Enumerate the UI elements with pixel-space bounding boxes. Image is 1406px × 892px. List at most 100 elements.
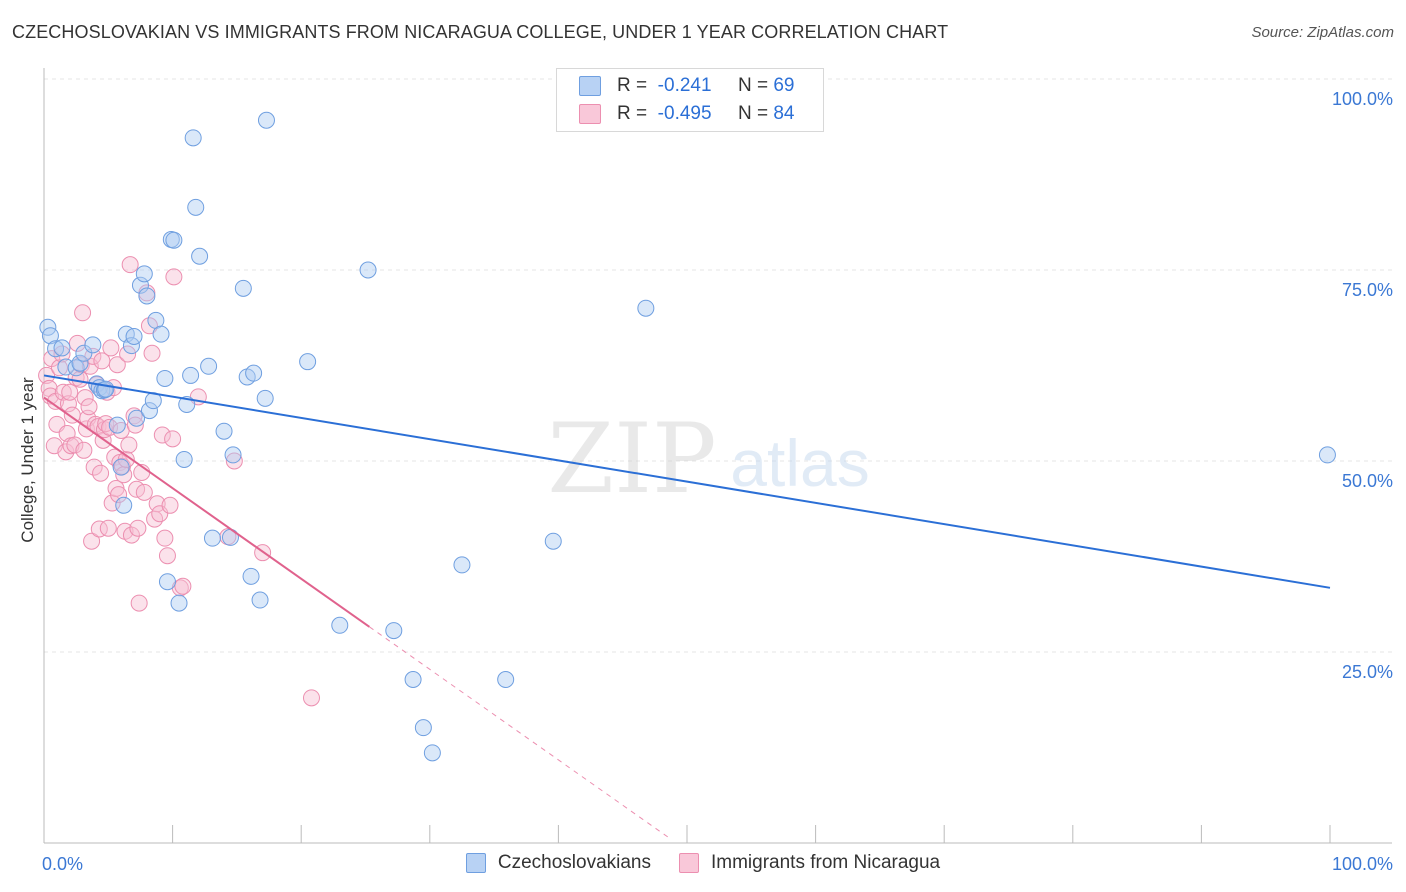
- czechoslovakian-point: [115, 496, 133, 514]
- nicaragua-trend-extension: [369, 626, 668, 838]
- legend-r-label: R =: [617, 75, 648, 96]
- nicaragua-point: [74, 304, 92, 322]
- czechoslovakian-point: [404, 671, 422, 689]
- legend-n-label: N =: [737, 103, 769, 124]
- nicaragua-point: [156, 529, 174, 547]
- legend-swatch-blue: [465, 853, 486, 873]
- nicaragua-point: [135, 483, 153, 501]
- nicaragua-point: [158, 547, 176, 565]
- czechoslovakian-point: [234, 279, 252, 297]
- legend-r-label: R =: [617, 103, 648, 124]
- czechoslovakian-point: [112, 458, 130, 476]
- nicaragua-point: [302, 689, 320, 707]
- czechoslovakian-point: [453, 556, 471, 574]
- czechoslovakian-point: [128, 409, 146, 427]
- nicaragua-point: [92, 464, 110, 482]
- czechoslovakian-point: [108, 416, 126, 434]
- legend-swatch-pink: [679, 853, 699, 873]
- czechoslovakian-point: [203, 529, 221, 547]
- watermark-atlas: atlas: [730, 426, 869, 500]
- czechoslovakian-point: [224, 446, 242, 464]
- legend-r-value: -0.495: [657, 103, 712, 124]
- czechoslovakian-point: [637, 299, 655, 317]
- czechoslovakian-point: [257, 111, 275, 129]
- nicaragua-point: [85, 458, 103, 476]
- czechoslovakian-point: [331, 616, 349, 634]
- czechoslovakian-point: [41, 327, 59, 345]
- y-tick-label: 75.0%: [1342, 280, 1393, 300]
- x-tick-label: 0.0%: [42, 854, 83, 874]
- y-tick-label: 25.0%: [1342, 662, 1393, 682]
- nicaragua-point: [153, 426, 171, 444]
- nicaragua-point: [75, 441, 93, 459]
- nicaragua-point: [126, 416, 144, 434]
- y-tick-label: 50.0%: [1342, 471, 1393, 491]
- czechoslovakian-point: [71, 354, 89, 372]
- czechoslovakian-point: [256, 389, 274, 407]
- nicaragua-point: [122, 526, 140, 544]
- czechoslovakian-point: [165, 231, 183, 249]
- watermark: ZIP atlas: [547, 403, 869, 515]
- legend-item-czechoslovakians: Czechoslovakians: [465, 852, 651, 874]
- legend-swatch-pink: [579, 104, 601, 124]
- czechoslovakian-point: [423, 744, 441, 762]
- nicaragua-point: [61, 383, 79, 401]
- nicaragua-point: [143, 344, 161, 362]
- legend-item-nicaragua: Immigrants from Nicaragua: [679, 852, 940, 874]
- czechoslovakian-point: [245, 364, 263, 382]
- nicaragua-point: [129, 519, 147, 537]
- series-czechoslovakians-points: [39, 69, 1336, 762]
- czechoslovakian-point: [131, 276, 149, 294]
- czechoslovakian-point: [184, 129, 202, 147]
- nicaragua-point: [90, 520, 108, 538]
- y-tick-label: 100.0%: [1332, 89, 1393, 109]
- legend-label: Czechoslovakians: [497, 852, 651, 873]
- czechoslovakian-point: [242, 567, 260, 585]
- czechoslovakian-point: [385, 622, 403, 640]
- czechoslovakian-point: [200, 357, 218, 375]
- series-nicaragua-points: [38, 256, 320, 707]
- legend-label: Immigrants from Nicaragua: [711, 852, 941, 873]
- czechoslovakian-point: [125, 327, 143, 345]
- axes: [43, 68, 1392, 844]
- czechoslovakian-point: [97, 380, 115, 398]
- czechoslovakian-point: [152, 325, 170, 343]
- legend-swatch-blue: [579, 76, 601, 96]
- czechoslovakian-point: [215, 422, 233, 440]
- nicaragua-point: [66, 436, 84, 454]
- nicaragua-point: [102, 339, 120, 357]
- czechoslovakian-point: [84, 336, 102, 354]
- correlation-legend: R = -0.241 N = 69 R = -0.495 N = 84: [556, 68, 824, 132]
- nicaragua-point: [121, 256, 139, 274]
- czechoslovakian-point: [47, 340, 65, 358]
- czechoslovakian-point: [187, 198, 205, 216]
- czechoslovakian-point: [414, 719, 432, 737]
- legend-row-nicaragua: R = -0.495 N = 84: [579, 101, 794, 127]
- nicaragua-point: [108, 356, 126, 374]
- czechoslovakian-point: [135, 265, 153, 283]
- czechoslovakian-point: [53, 339, 71, 357]
- nicaragua-point: [130, 594, 148, 612]
- legend-r-value: -0.241: [657, 75, 712, 96]
- nicaragua-point: [83, 532, 101, 550]
- nicaragua-point: [164, 430, 182, 448]
- nicaragua-trend-line: [43, 396, 370, 628]
- grid-lines: [44, 78, 1392, 653]
- legend-row-czechoslovakians: R = -0.241 N = 69: [579, 73, 794, 99]
- y-axis-label: College, Under 1 year: [18, 377, 37, 543]
- watermark-zip: ZIP: [547, 403, 716, 515]
- nicaragua-point: [80, 398, 98, 416]
- czechoslovakian-point: [299, 353, 317, 371]
- nicaragua-point: [148, 495, 166, 513]
- legend-n-value: 84: [773, 103, 795, 124]
- nicaragua-point: [125, 407, 143, 425]
- nicaragua-point: [161, 496, 179, 514]
- czechoslovakian-point: [158, 573, 176, 591]
- czechoslovakian-point: [251, 591, 269, 609]
- czechoslovakians-trend-line: [43, 374, 1331, 589]
- nicaragua-point: [110, 486, 128, 504]
- czechoslovakian-point: [140, 402, 158, 420]
- czechoslovakian-point: [170, 594, 188, 612]
- czechoslovakian-point: [138, 287, 156, 305]
